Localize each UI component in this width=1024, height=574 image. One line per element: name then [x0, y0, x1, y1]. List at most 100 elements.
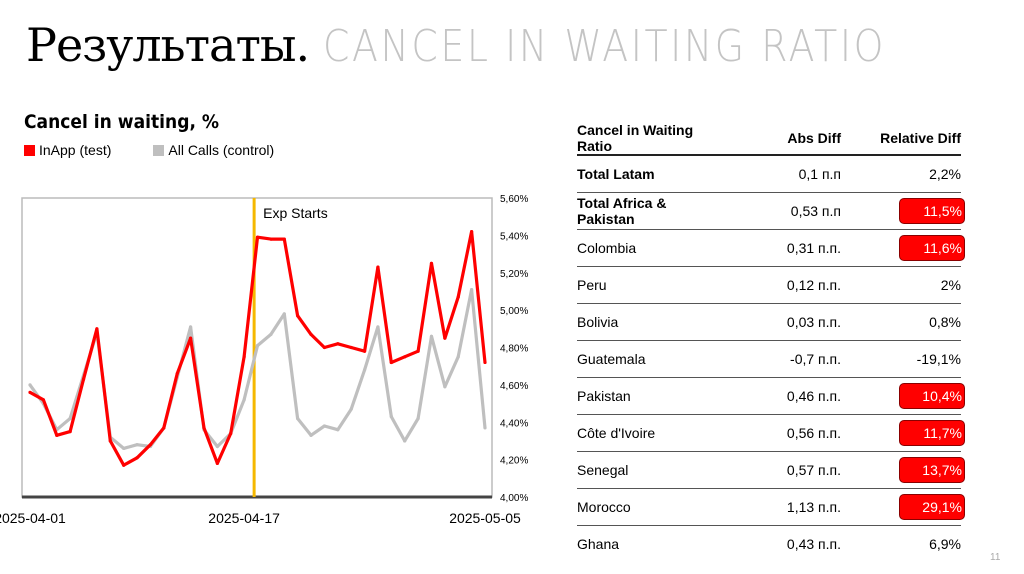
legend-item-test: InApp (test): [24, 142, 111, 158]
data-point: [336, 342, 340, 346]
data-point: [215, 461, 219, 465]
data-point: [309, 332, 313, 337]
data-point: [175, 372, 179, 376]
header-relative-diff: Relative Diff: [880, 130, 961, 146]
highlight-badge: 29,1%: [899, 494, 965, 520]
data-point: [28, 383, 32, 387]
table-row: Peru 0,12 п.п. 2%: [577, 267, 961, 304]
row-name: Morocco: [577, 499, 631, 515]
y-tick-label: 5,00%: [500, 306, 528, 317]
data-point: [255, 235, 260, 239]
data-point: [68, 429, 72, 434]
table-row: Colombia 0,31 п.п. 11,6%: [577, 230, 965, 267]
series-line-control: [28, 288, 487, 450]
y-tick-label: 4,40%: [500, 418, 528, 429]
abs-diff-value: 0,43 п.п.: [786, 536, 841, 552]
data-point: [483, 360, 487, 365]
abs-diff-value: 0,1 п.п: [798, 166, 841, 182]
data-point: [376, 265, 380, 269]
data-point: [443, 385, 447, 389]
data-point: [389, 360, 393, 365]
data-point: [188, 325, 193, 329]
y-tick-label: 4,80%: [500, 344, 528, 355]
data-point: [362, 368, 367, 372]
data-point: [81, 377, 86, 381]
row-name: Total Latam: [577, 166, 655, 182]
data-point: [389, 415, 393, 419]
table-row: Côte d'Ivoire 0,56 п.п. 11,7%: [577, 415, 965, 452]
data-point: [135, 456, 139, 460]
data-point: [215, 444, 219, 449]
row-name: Total Africa & Pakistan: [577, 195, 667, 227]
highlight-badge: 11,5%: [899, 198, 965, 224]
abs-diff-value: 0,31 п.п.: [786, 240, 841, 256]
data-point: [322, 345, 327, 350]
data-point: [68, 416, 72, 421]
data-point: [242, 355, 246, 359]
data-point: [95, 327, 99, 331]
highlight-badge: 13,7%: [899, 457, 965, 483]
data-point: [416, 349, 420, 353]
exp-start-label: Exp Starts: [263, 205, 328, 221]
relative-diff-cell: 0,8%: [861, 314, 961, 330]
data-point: [122, 463, 126, 467]
data-point: [403, 439, 407, 443]
data-point: [269, 237, 273, 241]
legend-item-control: All Calls (control): [153, 142, 274, 158]
data-point: [269, 332, 273, 337]
data-point: [429, 261, 434, 266]
table-row: Morocco 1,13 п.п. 29,1%: [577, 489, 965, 526]
data-point: [403, 355, 407, 359]
data-point: [349, 345, 353, 350]
table-row: Total Latam 0,1 п.п 2,2%: [577, 156, 961, 193]
data-point: [255, 344, 260, 348]
data-point: [456, 355, 460, 359]
y-tick-label: 5,20%: [500, 269, 528, 280]
data-point: [41, 398, 45, 402]
table-row: Ghana 0,43 п.п. 6,9%: [577, 526, 961, 562]
x-tick-label: 2025-04-17: [208, 510, 280, 526]
row-name: Pakistan: [577, 388, 631, 404]
data-point: [456, 295, 460, 299]
relative-diff-cell: 10,4%: [861, 383, 965, 409]
abs-diff-value: -0,7 п.п.: [790, 351, 841, 367]
abs-diff-value: 0,12 п.п.: [786, 277, 841, 293]
table-row: Senegal 0,57 п.п. 13,7%: [577, 452, 965, 489]
y-tick-label: 4,00%: [500, 493, 528, 504]
data-point: [229, 431, 233, 436]
legend-label: InApp (test): [39, 142, 112, 158]
data-point: [336, 428, 340, 432]
data-point: [309, 433, 313, 437]
data-point: [108, 439, 112, 443]
data-point: [362, 349, 367, 353]
relative-diff-cell: 29,1%: [861, 494, 965, 520]
data-point: [322, 424, 327, 428]
results-table: Cancel in Waiting Ratio Abs Diff Relativ…: [577, 122, 965, 562]
relative-diff-cell: 11,6%: [861, 235, 965, 261]
relative-diff-cell: 2%: [861, 277, 961, 293]
table-row: Bolivia 0,03 п.п. 0,8%: [577, 304, 961, 341]
relative-diff-value: 0,8%: [929, 314, 961, 330]
data-point: [242, 398, 246, 402]
data-point: [349, 407, 353, 411]
relative-diff-value: 2%: [940, 277, 961, 293]
row-name: Ghana: [577, 536, 620, 552]
data-point: [282, 312, 286, 316]
x-tick-label: 2025-05-05: [449, 510, 521, 526]
data-point: [55, 433, 59, 437]
data-point: [416, 416, 420, 421]
slide-subtitle: CANCEL IN WAITING RATIO: [322, 21, 886, 72]
highlight-badge: 11,7%: [899, 420, 965, 446]
data-point: [135, 443, 139, 447]
header-abs-diff: Abs Diff: [787, 130, 841, 146]
row-name: Peru: [577, 277, 607, 293]
relative-diff-value: -19,1%: [916, 351, 961, 367]
row-name: Guatemala: [577, 351, 646, 367]
data-point: [282, 237, 286, 241]
chart-legend: InApp (test) All Calls (control): [24, 142, 274, 158]
relative-diff-value: 2,2%: [929, 166, 961, 182]
data-point: [188, 336, 193, 340]
data-point: [429, 334, 434, 338]
slide-title: Результаты. CANCEL IN WAITING RATIO: [26, 18, 977, 72]
row-name: Colombia: [577, 240, 637, 256]
